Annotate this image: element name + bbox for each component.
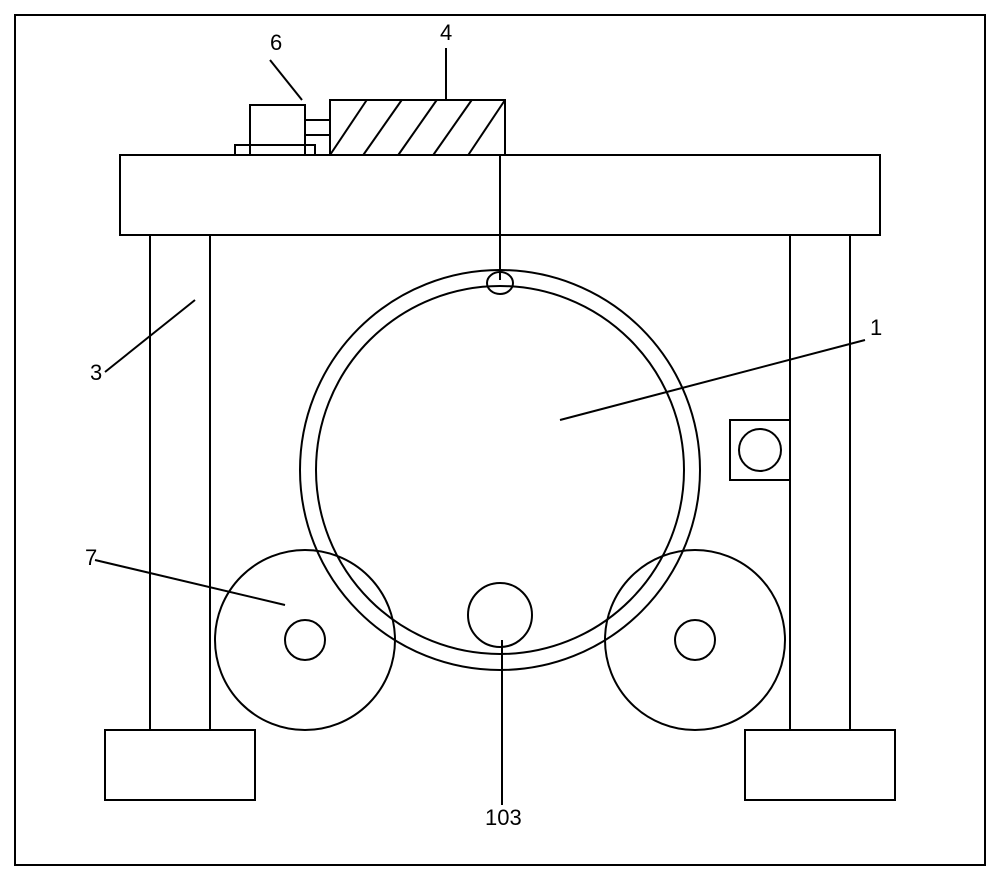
label-l7-label: 7 <box>85 545 97 570</box>
shaft <box>305 120 330 135</box>
left-wheel-outer <box>215 550 395 730</box>
right-leg <box>790 235 850 730</box>
label-l4-label: 4 <box>440 20 452 45</box>
label-l1-label: 1 <box>870 315 882 340</box>
label-l6-label: 6 <box>270 30 282 55</box>
right-wheel-outer <box>605 550 785 730</box>
label-l103-label: 103 <box>485 805 522 830</box>
left-foot <box>105 730 255 800</box>
center-port <box>468 583 532 647</box>
spring-hatch <box>363 100 402 155</box>
label-l1-leader <box>560 340 865 420</box>
spring-hatch <box>468 100 505 155</box>
spring-hatch <box>433 100 472 155</box>
label-l3-label: 3 <box>90 360 102 385</box>
label-l6-leader <box>270 60 302 100</box>
right-foot <box>745 730 895 800</box>
right-wheel-inner <box>675 620 715 660</box>
label-l7-leader <box>95 560 285 605</box>
left-leg <box>150 235 210 730</box>
side-box-circle <box>739 429 781 471</box>
spring-hatch <box>330 100 367 155</box>
spring-hatch <box>398 100 437 155</box>
left-wheel-inner <box>285 620 325 660</box>
motor-base <box>235 145 315 155</box>
technical-diagram: 6 4 3 1 7 103 <box>0 0 1000 880</box>
motor-box <box>250 105 305 155</box>
drum-outer <box>300 270 700 670</box>
page-border <box>15 15 985 865</box>
drum-inner <box>316 286 684 654</box>
